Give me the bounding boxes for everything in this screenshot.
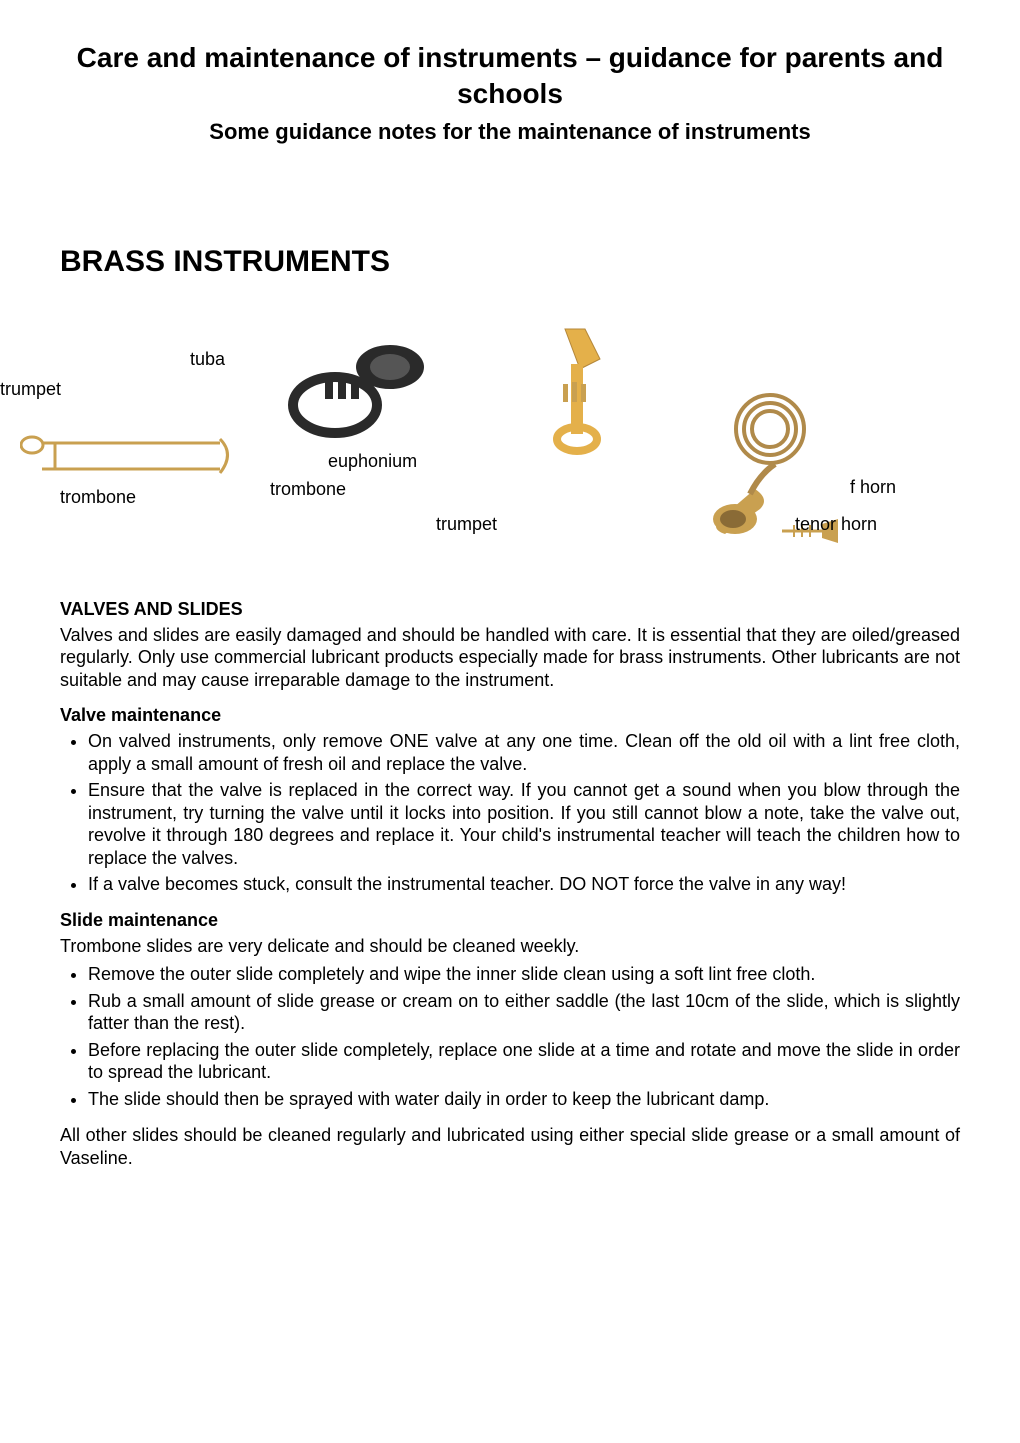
- label-trombone-1: trombone: [60, 487, 136, 508]
- tenor-upright-icon: [525, 319, 635, 464]
- list-slide-maint: Remove the outer slide completely and wi…: [60, 963, 960, 1110]
- label-trombone-2: trombone: [270, 479, 346, 500]
- heading-valve-maint: Valve maintenance: [60, 705, 960, 726]
- list-item: Remove the outer slide completely and wi…: [88, 963, 960, 986]
- list-valve-maint: On valved instruments, only remove ONE v…: [60, 730, 960, 896]
- list-item: Ensure that the valve is replaced in the…: [88, 779, 960, 869]
- euphonium-icon: [280, 337, 430, 452]
- para-valves-intro: Valves and slides are easily damaged and…: [60, 624, 960, 692]
- para-slide-intro: Trombone slides are very delicate and sh…: [60, 935, 960, 958]
- label-trumpet-1: trumpet: [0, 379, 61, 400]
- label-tenor-horn: tenor horn: [795, 514, 877, 535]
- page-subtitle: Some guidance notes for the maintenance …: [60, 119, 960, 145]
- label-f-horn: f horn: [850, 477, 896, 498]
- page-title: Care and maintenance of instruments – gu…: [60, 40, 960, 113]
- heading-slide-maint: Slide maintenance: [60, 910, 960, 931]
- list-item: On valved instruments, only remove ONE v…: [88, 730, 960, 775]
- para-slide-outro: All other slides should be cleaned regul…: [60, 1124, 960, 1169]
- list-item: If a valve becomes stuck, consult the in…: [88, 873, 960, 896]
- label-trumpet-2: trumpet: [436, 514, 497, 535]
- section-heading-brass: BRASS INSTRUMENTS: [60, 245, 960, 279]
- list-item: Before replacing the outer slide complet…: [88, 1039, 960, 1084]
- list-item: The slide should then be sprayed with wa…: [88, 1088, 960, 1111]
- label-euphonium: euphonium: [328, 451, 417, 472]
- trombone-icon: [20, 429, 250, 489]
- list-item: Rub a small amount of slide grease or cr…: [88, 990, 960, 1035]
- heading-valves-slides: VALVES AND SLIDES: [60, 599, 960, 620]
- instrument-gallery: tuba trumpet euphonium: [60, 319, 960, 579]
- label-tuba: tuba: [190, 349, 225, 370]
